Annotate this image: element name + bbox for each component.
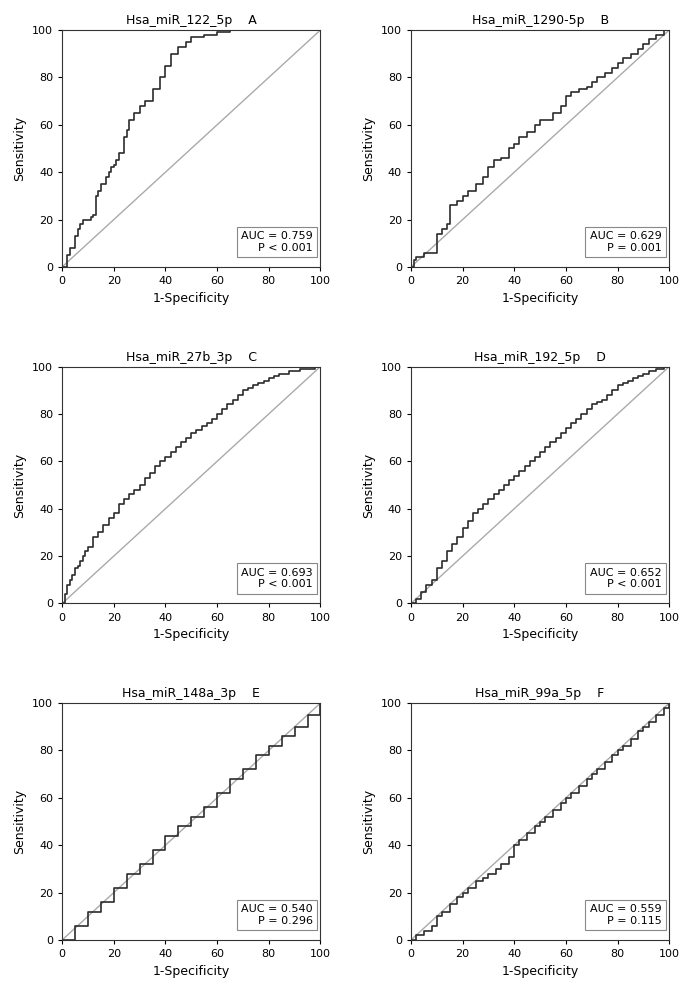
X-axis label: 1-Specificity: 1-Specificity — [502, 292, 579, 305]
Title: Hsa_miR_27b_3p    C: Hsa_miR_27b_3p C — [126, 351, 257, 364]
Y-axis label: Sensitivity: Sensitivity — [362, 116, 375, 181]
Y-axis label: Sensitivity: Sensitivity — [14, 452, 26, 518]
Title: Hsa_miR_148a_3p    E: Hsa_miR_148a_3p E — [122, 687, 260, 700]
X-axis label: 1-Specificity: 1-Specificity — [152, 965, 230, 978]
Text: AUC = 0.540
P = 0.296: AUC = 0.540 P = 0.296 — [241, 904, 313, 926]
X-axis label: 1-Specificity: 1-Specificity — [502, 965, 579, 978]
Y-axis label: Sensitivity: Sensitivity — [362, 452, 375, 518]
Y-axis label: Sensitivity: Sensitivity — [362, 789, 375, 854]
Title: Hsa_miR_99a_5p    F: Hsa_miR_99a_5p F — [475, 687, 604, 700]
Title: Hsa_miR_1290-5p    B: Hsa_miR_1290-5p B — [471, 14, 609, 27]
Text: AUC = 0.629
P = 0.001: AUC = 0.629 P = 0.001 — [590, 231, 662, 253]
X-axis label: 1-Specificity: 1-Specificity — [152, 628, 230, 641]
Y-axis label: Sensitivity: Sensitivity — [14, 116, 26, 181]
Text: AUC = 0.559
P = 0.115: AUC = 0.559 P = 0.115 — [590, 904, 662, 926]
Title: Hsa_miR_122_5p    A: Hsa_miR_122_5p A — [126, 14, 257, 27]
Text: AUC = 0.693
P < 0.001: AUC = 0.693 P < 0.001 — [241, 568, 313, 589]
Text: AUC = 0.652
P < 0.001: AUC = 0.652 P < 0.001 — [590, 568, 662, 589]
Text: AUC = 0.759
P < 0.001: AUC = 0.759 P < 0.001 — [241, 231, 313, 253]
Y-axis label: Sensitivity: Sensitivity — [14, 789, 26, 854]
Title: Hsa_miR_192_5p    D: Hsa_miR_192_5p D — [474, 351, 606, 364]
X-axis label: 1-Specificity: 1-Specificity — [152, 292, 230, 305]
X-axis label: 1-Specificity: 1-Specificity — [502, 628, 579, 641]
